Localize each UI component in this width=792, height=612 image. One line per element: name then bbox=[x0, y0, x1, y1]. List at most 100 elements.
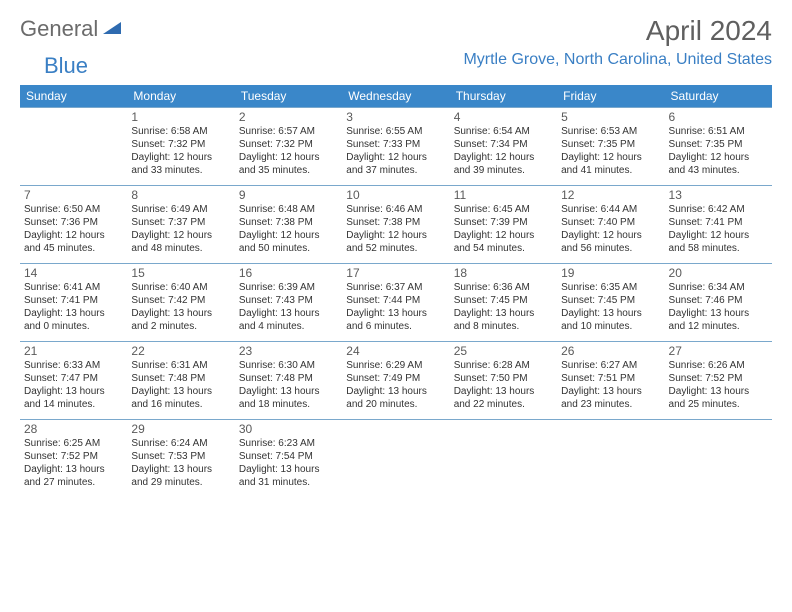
sunrise-text: Sunrise: 6:30 AM bbox=[239, 359, 338, 372]
daylight1-text: Daylight: 12 hours bbox=[24, 229, 123, 242]
sunrise-text: Sunrise: 6:40 AM bbox=[131, 281, 230, 294]
day-number: 8 bbox=[131, 188, 230, 202]
sunrise-text: Sunrise: 6:58 AM bbox=[131, 125, 230, 138]
day-number: 20 bbox=[669, 266, 768, 280]
calendar-day-cell: 19Sunrise: 6:35 AMSunset: 7:45 PMDayligh… bbox=[557, 263, 664, 341]
daylight1-text: Daylight: 13 hours bbox=[239, 385, 338, 398]
day-number: 13 bbox=[669, 188, 768, 202]
daylight1-text: Daylight: 12 hours bbox=[669, 151, 768, 164]
sunset-text: Sunset: 7:47 PM bbox=[24, 372, 123, 385]
calendar-day-cell: 20Sunrise: 6:34 AMSunset: 7:46 PMDayligh… bbox=[665, 263, 772, 341]
calendar-day-cell: 25Sunrise: 6:28 AMSunset: 7:50 PMDayligh… bbox=[450, 341, 557, 419]
daylight2-text: and 35 minutes. bbox=[239, 164, 338, 177]
calendar-day-cell: 7Sunrise: 6:50 AMSunset: 7:36 PMDaylight… bbox=[20, 185, 127, 263]
day-number: 26 bbox=[561, 344, 660, 358]
sunset-text: Sunset: 7:52 PM bbox=[669, 372, 768, 385]
weekday-header: Saturday bbox=[665, 85, 772, 108]
calendar-day-cell: 23Sunrise: 6:30 AMSunset: 7:48 PMDayligh… bbox=[235, 341, 342, 419]
sunset-text: Sunset: 7:44 PM bbox=[346, 294, 445, 307]
daylight2-text: and 29 minutes. bbox=[131, 476, 230, 489]
day-number: 24 bbox=[346, 344, 445, 358]
day-number: 7 bbox=[24, 188, 123, 202]
sunset-text: Sunset: 7:49 PM bbox=[346, 372, 445, 385]
sunset-text: Sunset: 7:39 PM bbox=[454, 216, 553, 229]
sunset-text: Sunset: 7:48 PM bbox=[131, 372, 230, 385]
daylight2-text: and 0 minutes. bbox=[24, 320, 123, 333]
daylight1-text: Daylight: 12 hours bbox=[669, 229, 768, 242]
sunset-text: Sunset: 7:32 PM bbox=[239, 138, 338, 151]
sunset-text: Sunset: 7:38 PM bbox=[346, 216, 445, 229]
sunrise-text: Sunrise: 6:46 AM bbox=[346, 203, 445, 216]
sunset-text: Sunset: 7:35 PM bbox=[561, 138, 660, 151]
calendar-week-row: 1Sunrise: 6:58 AMSunset: 7:32 PMDaylight… bbox=[20, 107, 772, 185]
sunset-text: Sunset: 7:54 PM bbox=[239, 450, 338, 463]
day-number: 2 bbox=[239, 110, 338, 124]
calendar-day-cell: 4Sunrise: 6:54 AMSunset: 7:34 PMDaylight… bbox=[450, 107, 557, 185]
daylight1-text: Daylight: 13 hours bbox=[454, 385, 553, 398]
sunrise-text: Sunrise: 6:26 AM bbox=[669, 359, 768, 372]
calendar-day-cell: 21Sunrise: 6:33 AMSunset: 7:47 PMDayligh… bbox=[20, 341, 127, 419]
calendar-day-cell bbox=[665, 419, 772, 497]
calendar-day-cell: 13Sunrise: 6:42 AMSunset: 7:41 PMDayligh… bbox=[665, 185, 772, 263]
sunset-text: Sunset: 7:51 PM bbox=[561, 372, 660, 385]
daylight2-text: and 37 minutes. bbox=[346, 164, 445, 177]
calendar-day-cell: 5Sunrise: 6:53 AMSunset: 7:35 PMDaylight… bbox=[557, 107, 664, 185]
daylight2-text: and 14 minutes. bbox=[24, 398, 123, 411]
daylight2-text: and 43 minutes. bbox=[669, 164, 768, 177]
day-number: 19 bbox=[561, 266, 660, 280]
sunset-text: Sunset: 7:53 PM bbox=[131, 450, 230, 463]
calendar-day-cell: 6Sunrise: 6:51 AMSunset: 7:35 PMDaylight… bbox=[665, 107, 772, 185]
sunrise-text: Sunrise: 6:37 AM bbox=[346, 281, 445, 294]
daylight2-text: and 58 minutes. bbox=[669, 242, 768, 255]
day-number: 25 bbox=[454, 344, 553, 358]
daylight1-text: Daylight: 12 hours bbox=[346, 151, 445, 164]
sunrise-text: Sunrise: 6:42 AM bbox=[669, 203, 768, 216]
calendar-week-row: 21Sunrise: 6:33 AMSunset: 7:47 PMDayligh… bbox=[20, 341, 772, 419]
daylight2-text: and 56 minutes. bbox=[561, 242, 660, 255]
daylight2-text: and 33 minutes. bbox=[131, 164, 230, 177]
calendar-day-cell: 28Sunrise: 6:25 AMSunset: 7:52 PMDayligh… bbox=[20, 419, 127, 497]
daylight2-text: and 41 minutes. bbox=[561, 164, 660, 177]
daylight2-text: and 50 minutes. bbox=[239, 242, 338, 255]
sunrise-text: Sunrise: 6:34 AM bbox=[669, 281, 768, 294]
daylight1-text: Daylight: 12 hours bbox=[239, 229, 338, 242]
calendar-day-cell: 8Sunrise: 6:49 AMSunset: 7:37 PMDaylight… bbox=[127, 185, 234, 263]
calendar-day-cell bbox=[450, 419, 557, 497]
calendar-day-cell: 11Sunrise: 6:45 AMSunset: 7:39 PMDayligh… bbox=[450, 185, 557, 263]
daylight2-text: and 31 minutes. bbox=[239, 476, 338, 489]
daylight2-text: and 12 minutes. bbox=[669, 320, 768, 333]
sunrise-text: Sunrise: 6:36 AM bbox=[454, 281, 553, 294]
day-number: 30 bbox=[239, 422, 338, 436]
daylight2-text: and 2 minutes. bbox=[131, 320, 230, 333]
sunset-text: Sunset: 7:42 PM bbox=[131, 294, 230, 307]
daylight2-text: and 6 minutes. bbox=[346, 320, 445, 333]
daylight1-text: Daylight: 12 hours bbox=[454, 229, 553, 242]
daylight1-text: Daylight: 13 hours bbox=[346, 307, 445, 320]
calendar-week-row: 14Sunrise: 6:41 AMSunset: 7:41 PMDayligh… bbox=[20, 263, 772, 341]
sunrise-text: Sunrise: 6:44 AM bbox=[561, 203, 660, 216]
calendar-day-cell: 27Sunrise: 6:26 AMSunset: 7:52 PMDayligh… bbox=[665, 341, 772, 419]
sunrise-text: Sunrise: 6:57 AM bbox=[239, 125, 338, 138]
daylight1-text: Daylight: 12 hours bbox=[131, 229, 230, 242]
day-number: 3 bbox=[346, 110, 445, 124]
day-number: 22 bbox=[131, 344, 230, 358]
calendar-week-row: 28Sunrise: 6:25 AMSunset: 7:52 PMDayligh… bbox=[20, 419, 772, 497]
weekday-header: Tuesday bbox=[235, 85, 342, 108]
sunrise-text: Sunrise: 6:51 AM bbox=[669, 125, 768, 138]
sunset-text: Sunset: 7:45 PM bbox=[561, 294, 660, 307]
daylight1-text: Daylight: 13 hours bbox=[239, 463, 338, 476]
title-block: April 2024 Myrtle Grove, North Carolina,… bbox=[463, 16, 772, 69]
sunset-text: Sunset: 7:35 PM bbox=[669, 138, 768, 151]
logo-triangle-icon bbox=[103, 20, 123, 41]
day-number: 5 bbox=[561, 110, 660, 124]
calendar-day-cell: 22Sunrise: 6:31 AMSunset: 7:48 PMDayligh… bbox=[127, 341, 234, 419]
daylight1-text: Daylight: 13 hours bbox=[24, 307, 123, 320]
daylight2-text: and 54 minutes. bbox=[454, 242, 553, 255]
daylight1-text: Daylight: 12 hours bbox=[131, 151, 230, 164]
sunrise-text: Sunrise: 6:27 AM bbox=[561, 359, 660, 372]
sunset-text: Sunset: 7:38 PM bbox=[239, 216, 338, 229]
daylight2-text: and 18 minutes. bbox=[239, 398, 338, 411]
daylight1-text: Daylight: 13 hours bbox=[131, 463, 230, 476]
calendar-day-cell: 14Sunrise: 6:41 AMSunset: 7:41 PMDayligh… bbox=[20, 263, 127, 341]
day-number: 16 bbox=[239, 266, 338, 280]
